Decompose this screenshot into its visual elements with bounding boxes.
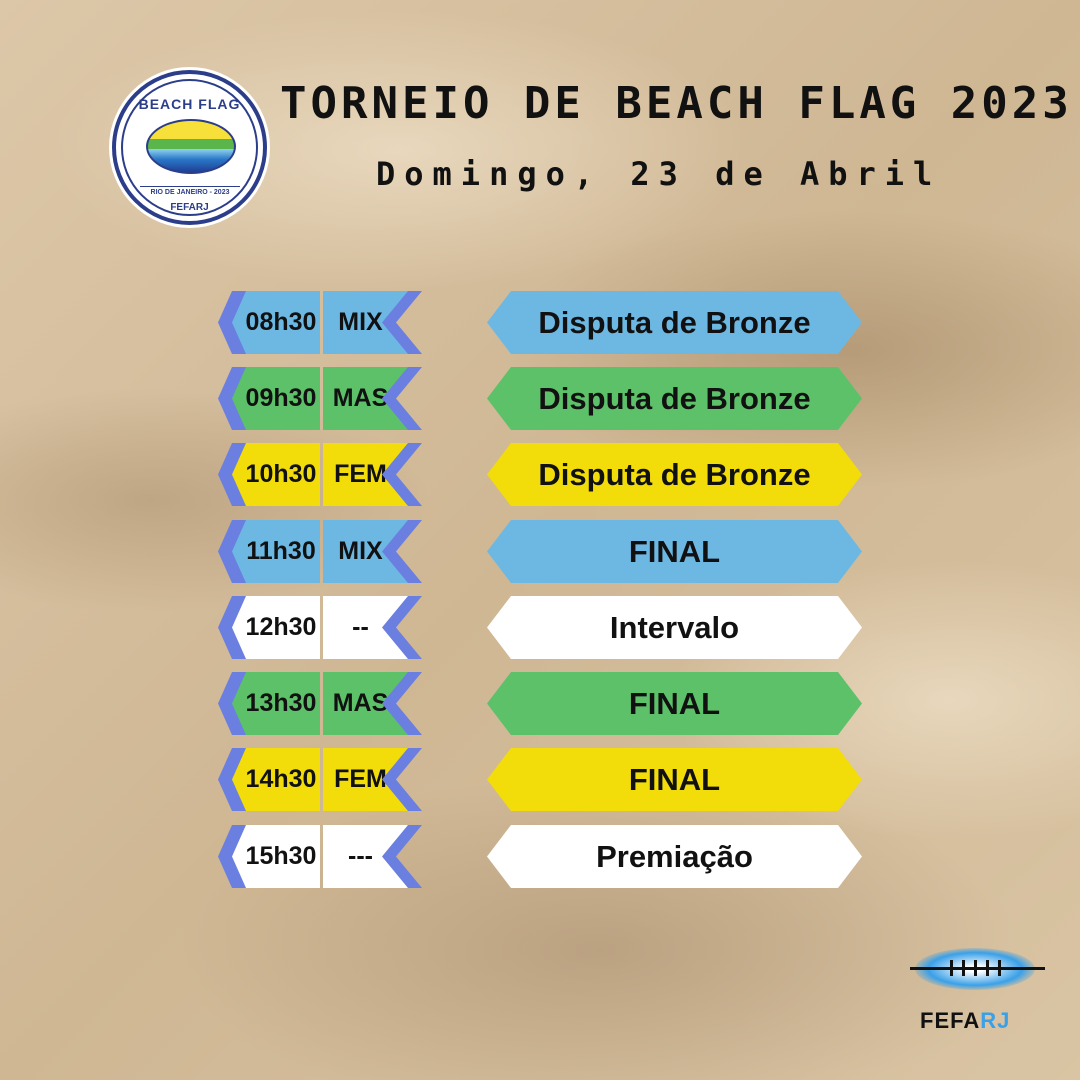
event-banner: FINAL bbox=[487, 672, 862, 735]
logo-ring bbox=[121, 79, 258, 216]
event-banner: FINAL bbox=[487, 520, 862, 583]
event-banner: FINAL bbox=[487, 748, 862, 811]
logo-emblem bbox=[146, 119, 236, 174]
logo-org: FEFARJ bbox=[170, 202, 209, 213]
fefarj-wordmark: FEFARJ bbox=[920, 1008, 1011, 1033]
category-tag: MIX bbox=[323, 520, 422, 583]
schedule-row: 10h30 FEM Disputa de Bronze bbox=[0, 443, 1080, 506]
schedule-row: 09h30 MAS Disputa de Bronze bbox=[0, 367, 1080, 430]
category-tag: MAS bbox=[323, 672, 422, 735]
category-label: MAS bbox=[323, 367, 422, 430]
time-tag: 15h30 bbox=[218, 825, 320, 888]
event-banner: Disputa de Bronze bbox=[487, 443, 862, 506]
time-tag: 12h30 bbox=[218, 596, 320, 659]
time-label: 08h30 bbox=[232, 291, 320, 354]
category-label: FEM bbox=[323, 748, 422, 811]
category-label: -- bbox=[323, 596, 422, 659]
schedule-row: 08h30 MIX Disputa de Bronze bbox=[0, 291, 1080, 354]
category-label: MIX bbox=[323, 291, 422, 354]
fefarj-logo bbox=[895, 940, 1055, 1000]
category-label: MAS bbox=[323, 672, 422, 735]
time-tag: 13h30 bbox=[218, 672, 320, 735]
page-subtitle: Domingo, 23 de Abril bbox=[376, 155, 942, 193]
time-tag: 10h30 bbox=[218, 443, 320, 506]
category-tag: MAS bbox=[323, 367, 422, 430]
category-tag: FEM bbox=[323, 443, 422, 506]
time-label: 13h30 bbox=[232, 672, 320, 735]
category-label: FEM bbox=[323, 443, 422, 506]
schedule-row: 13h30 MAS FINAL bbox=[0, 672, 1080, 735]
category-tag: -- bbox=[323, 596, 422, 659]
schedule-row: 11h30 MIX FINAL bbox=[0, 520, 1080, 583]
football-lace bbox=[910, 967, 1045, 970]
schedule-row: 14h30 FEM FINAL bbox=[0, 748, 1080, 811]
logo-location: RIO DE JANEIRO - 2023 bbox=[140, 186, 240, 196]
time-label: 12h30 bbox=[232, 596, 320, 659]
schedule-row: 15h30 --- Premiação bbox=[0, 825, 1080, 888]
category-label: MIX bbox=[323, 520, 422, 583]
time-label: 15h30 bbox=[232, 825, 320, 888]
schedule-row: 12h30 -- Intervalo bbox=[0, 596, 1080, 659]
event-banner: Disputa de Bronze bbox=[487, 367, 862, 430]
time-label: 14h30 bbox=[232, 748, 320, 811]
time-tag: 11h30 bbox=[218, 520, 320, 583]
time-label: 10h30 bbox=[232, 443, 320, 506]
time-label: 09h30 bbox=[232, 367, 320, 430]
logo-title: BEACH FLAG bbox=[138, 96, 241, 112]
beach-flag-logo: BEACH FLAG RIO DE JANEIRO - 2023 FEFARJ bbox=[112, 70, 267, 225]
time-tag: 09h30 bbox=[218, 367, 320, 430]
category-tag: --- bbox=[323, 825, 422, 888]
time-tag: 08h30 bbox=[218, 291, 320, 354]
category-tag: MIX bbox=[323, 291, 422, 354]
event-banner: Disputa de Bronze bbox=[487, 291, 862, 354]
event-banner: Intervalo bbox=[487, 596, 862, 659]
time-tag: 14h30 bbox=[218, 748, 320, 811]
event-banner: Premiação bbox=[487, 825, 862, 888]
category-label: --- bbox=[323, 825, 422, 888]
page-title: TORNEIO DE BEACH FLAG 2023 bbox=[280, 78, 1073, 129]
time-label: 11h30 bbox=[232, 520, 320, 583]
category-tag: FEM bbox=[323, 748, 422, 811]
